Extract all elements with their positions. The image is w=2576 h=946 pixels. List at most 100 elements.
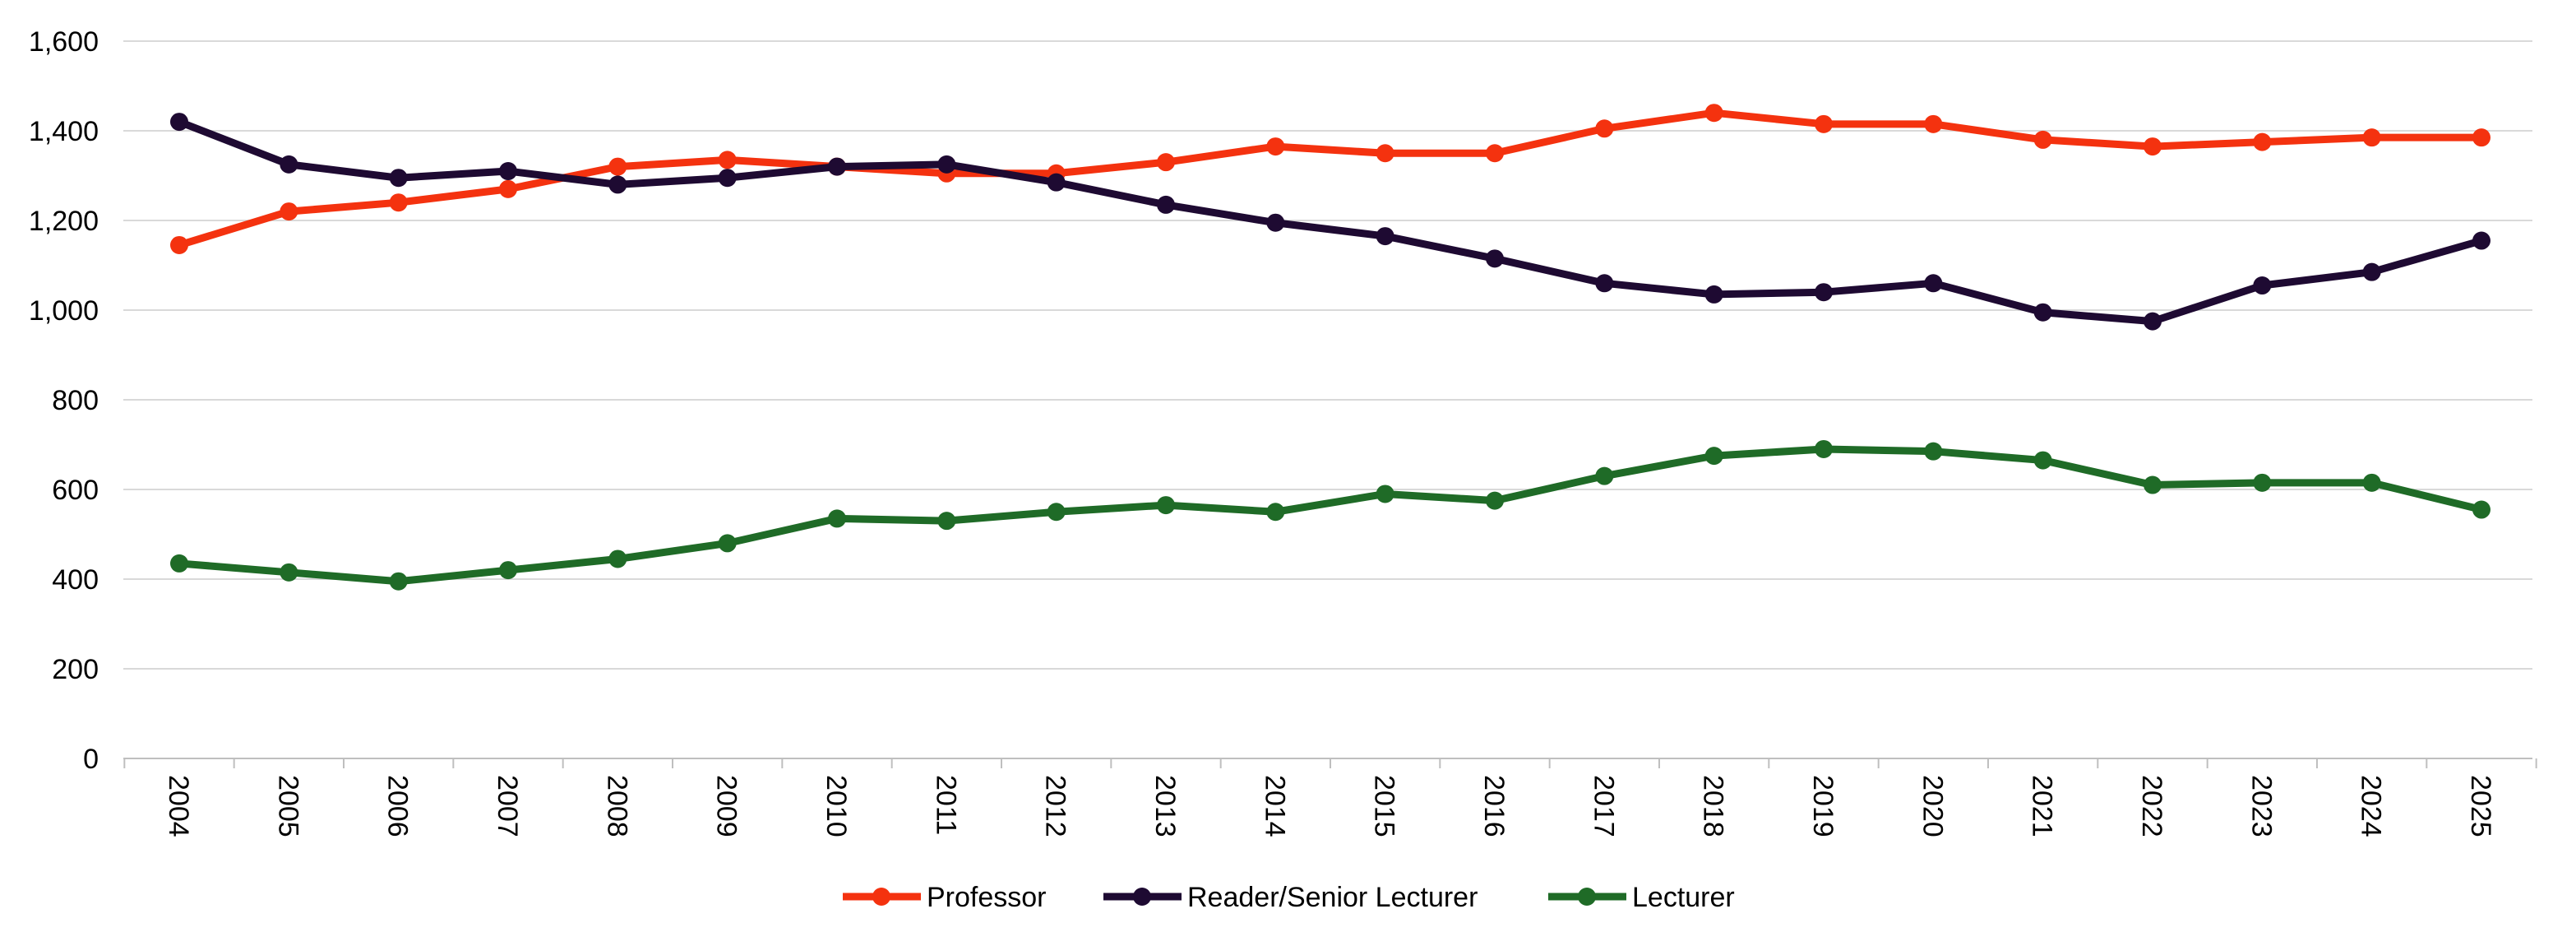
data-point <box>1486 249 1504 268</box>
y-tick-label: 1,400 <box>29 116 99 147</box>
data-point <box>2144 137 2162 156</box>
x-tick-label: 2016 <box>1478 775 1510 837</box>
data-point <box>1486 491 1504 510</box>
data-point <box>1595 466 1614 485</box>
x-tick-label: 2015 <box>1369 775 1400 837</box>
data-point <box>1266 503 1285 522</box>
series-lecturer <box>170 439 2490 591</box>
data-point <box>170 554 188 573</box>
data-point <box>828 509 846 528</box>
x-axis <box>123 758 2537 768</box>
legend-item: Reader/Senior Lecturer <box>1103 882 1478 913</box>
data-point <box>1376 227 1394 246</box>
data-point <box>608 550 627 568</box>
data-point <box>2253 276 2272 295</box>
legend-swatch-marker <box>1133 888 1151 906</box>
data-point <box>1704 285 1723 304</box>
x-tick-label: 2023 <box>2245 775 2277 837</box>
legend-item: Lecturer <box>1548 882 1735 913</box>
data-point <box>499 162 517 181</box>
legend: Professor Reader/Senior Lecturer Lecturer <box>843 882 1735 913</box>
data-point <box>718 151 737 169</box>
data-point <box>2362 473 2381 492</box>
x-tick-label: 2014 <box>1259 775 1290 837</box>
x-tick-label: 2013 <box>1149 775 1181 837</box>
legend-label: Lecturer <box>1632 882 1735 913</box>
data-point <box>1815 114 1833 133</box>
y-tick-label: 200 <box>52 654 99 685</box>
data-point <box>1266 137 1285 156</box>
series-line <box>175 445 2486 586</box>
legend-swatch-marker <box>1578 888 1596 906</box>
y-tick-label: 600 <box>52 475 99 506</box>
data-point <box>2362 128 2381 147</box>
y-tick-label: 0 <box>83 744 99 775</box>
data-point <box>1595 274 1614 293</box>
data-point <box>2253 473 2272 492</box>
data-point <box>2033 130 2052 149</box>
data-point <box>1815 439 1833 458</box>
data-point <box>1815 283 1833 302</box>
data-point <box>1924 274 1943 293</box>
data-point <box>1376 144 1394 163</box>
data-point <box>2253 132 2272 151</box>
x-tick-label: 2011 <box>930 775 961 835</box>
series-reader-senior-lecturer <box>170 113 2490 331</box>
legend-label: Reader/Senior Lecturer <box>1187 882 1478 913</box>
data-point <box>1047 503 1066 522</box>
data-point <box>1704 104 1723 123</box>
x-tick-label: 2018 <box>1698 775 1729 837</box>
data-point <box>389 193 408 212</box>
x-tick-label: 2007 <box>492 775 523 837</box>
data-point <box>170 113 188 132</box>
x-tick-label: 2008 <box>601 775 632 837</box>
x-tick-label: 2012 <box>1040 775 1071 837</box>
data-point <box>1047 173 1066 192</box>
x-axis-tick-labels: 2004 2005 2006 2007 2008 2009 2010 2011 2012 2013… <box>163 775 2496 837</box>
data-point <box>389 572 408 591</box>
y-tick-label: 1,000 <box>29 295 99 327</box>
data-point <box>1157 153 1175 172</box>
data-point <box>1486 144 1504 163</box>
series-line <box>175 109 2486 249</box>
gridlines <box>123 40 2532 670</box>
data-point <box>2033 303 2052 322</box>
x-tick-label: 2006 <box>382 775 414 837</box>
x-tick-label: 2021 <box>2027 775 2058 837</box>
data-point <box>718 169 737 188</box>
x-tick-label: 2005 <box>272 775 303 837</box>
data-point <box>2144 312 2162 331</box>
series-lines <box>170 104 2490 591</box>
data-point <box>389 169 408 188</box>
data-point <box>2472 128 2490 147</box>
data-point <box>2472 500 2490 519</box>
legend-swatch-marker <box>872 888 890 906</box>
x-tick-label: 2017 <box>1588 775 1619 837</box>
data-point <box>2362 262 2381 281</box>
x-tick-label: 2019 <box>1807 775 1838 837</box>
data-point <box>2144 475 2162 494</box>
x-tick-label: 2009 <box>711 775 742 837</box>
data-point <box>1157 496 1175 515</box>
data-point <box>1924 114 1943 133</box>
data-point <box>499 561 517 580</box>
y-tick-label: 800 <box>52 385 99 416</box>
data-point <box>280 155 298 174</box>
data-point <box>1376 485 1394 503</box>
data-point <box>937 155 956 174</box>
y-tick-label: 400 <box>52 564 99 596</box>
data-point <box>1266 213 1285 232</box>
data-point <box>608 175 627 194</box>
data-point <box>1595 119 1614 138</box>
x-tick-label: 2022 <box>2136 775 2167 837</box>
data-point <box>499 179 517 198</box>
data-point <box>2033 451 2052 470</box>
data-point <box>1924 442 1943 461</box>
data-point <box>608 157 627 176</box>
x-tick-label: 2020 <box>1917 775 1948 837</box>
x-tick-label: 2004 <box>163 775 194 837</box>
x-tick-label: 2025 <box>2465 775 2496 837</box>
data-point <box>170 235 188 254</box>
y-tick-label: 1,200 <box>29 206 99 237</box>
